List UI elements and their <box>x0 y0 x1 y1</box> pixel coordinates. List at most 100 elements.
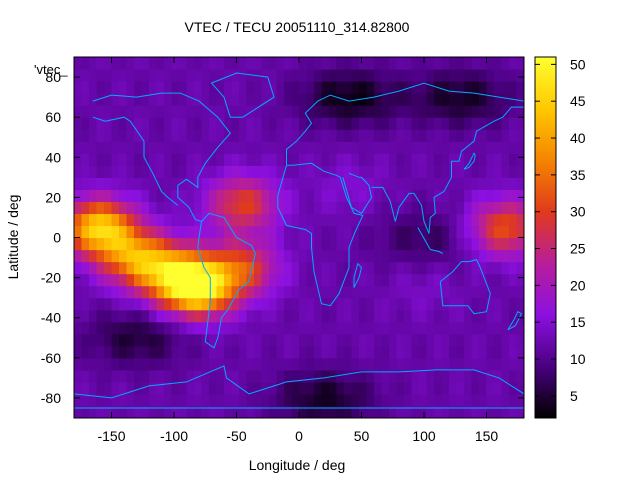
heatmap-cell <box>434 213 443 227</box>
heatmap-cell <box>299 333 308 347</box>
heatmap-cell <box>329 129 338 142</box>
heatmap-cell <box>134 177 143 190</box>
heatmap-cell <box>239 165 248 178</box>
heatmap-cell <box>299 249 308 263</box>
heatmap-cell <box>156 381 165 395</box>
x-axis-ticks: -150 -100 -50 0 50 100 150 <box>97 57 498 444</box>
heatmap-cell <box>426 153 435 166</box>
heatmap-cell <box>246 165 255 178</box>
heatmap-cell <box>509 321 518 335</box>
heatmap-cell <box>374 141 383 154</box>
heatmap-cell <box>156 213 165 227</box>
heatmap-cell <box>81 177 90 190</box>
heatmap-cell <box>374 201 383 215</box>
heatmap-cell <box>389 213 398 227</box>
heatmap-cell <box>366 393 375 407</box>
heatmap-cell <box>464 225 473 239</box>
heatmap-cell <box>164 273 173 287</box>
heatmap-cell <box>74 333 83 347</box>
heatmap-cell <box>396 117 405 130</box>
heatmap-cell <box>231 333 240 347</box>
heatmap-cell <box>456 93 465 106</box>
heatmap-cell <box>299 105 308 118</box>
heatmap-cell <box>291 309 300 323</box>
heatmap-cell <box>464 333 473 347</box>
heatmap-cell <box>141 93 150 106</box>
heatmap-cell <box>456 249 465 263</box>
heatmap-cell <box>374 57 383 70</box>
heatmap-cell <box>74 213 83 227</box>
heatmap-cell <box>254 57 263 70</box>
heatmap-cell <box>306 345 315 359</box>
heatmap-cell <box>411 201 420 215</box>
heatmap-cell <box>494 345 503 359</box>
heatmap-cell <box>276 273 285 287</box>
y-tick-label: -40 <box>41 310 61 326</box>
heatmap-cell <box>269 141 278 154</box>
heatmap-cell <box>464 57 473 70</box>
heatmap-cell <box>171 129 180 142</box>
heatmap-cell <box>306 273 315 287</box>
heatmap-cell <box>254 141 263 154</box>
heatmap-cell <box>411 405 420 418</box>
heatmap-cell <box>89 225 98 239</box>
heatmap-cell <box>224 249 233 263</box>
heatmap-cell <box>501 153 510 166</box>
heatmap-cell <box>344 309 353 323</box>
heatmap-cell <box>411 261 420 275</box>
heatmap-cell <box>171 69 180 82</box>
heatmap-cell <box>201 105 210 118</box>
heatmap-cell <box>389 93 398 106</box>
heatmap-cell <box>366 177 375 190</box>
heatmap-cell <box>381 117 390 130</box>
heatmap-cell <box>254 297 263 311</box>
heatmap-cell <box>389 105 398 118</box>
heatmap-cell <box>411 213 420 227</box>
heatmap-cell <box>366 333 375 347</box>
heatmap-cell <box>276 189 285 202</box>
heatmap-cell <box>329 105 338 118</box>
heatmap-cell <box>231 213 240 227</box>
heatmap-cell <box>449 297 458 311</box>
heatmap-cell <box>164 249 173 263</box>
heatmap-cell <box>434 405 443 418</box>
heatmap-cell <box>381 225 390 239</box>
heatmap-cell <box>269 69 278 82</box>
heatmap-cell <box>96 393 105 407</box>
heatmap-cell <box>464 153 473 166</box>
heatmap-cell <box>156 105 165 118</box>
heatmap-cell <box>96 105 105 118</box>
heatmap-cell <box>261 405 270 418</box>
heatmap-cell <box>186 93 195 106</box>
heatmap-cell <box>359 261 368 275</box>
heatmap-cell <box>261 357 270 371</box>
heatmap-cell <box>164 129 173 142</box>
heatmap-cell <box>426 345 435 359</box>
heatmap-cell <box>209 225 218 239</box>
heatmap-cell <box>389 57 398 70</box>
heatmap-cell <box>209 393 218 407</box>
heatmap-cell <box>336 357 345 371</box>
heatmap-cell <box>261 165 270 178</box>
y-tick-label: 60 <box>45 109 61 125</box>
heatmap-cell <box>284 273 293 287</box>
heatmap-cell <box>246 333 255 347</box>
heatmap-cell <box>111 357 120 371</box>
heatmap-cell <box>164 285 173 299</box>
heatmap-cell <box>329 153 338 166</box>
heatmap-cell <box>111 105 120 118</box>
vtec-heatmap <box>74 57 524 418</box>
heatmap-cell <box>434 393 443 407</box>
heatmap-cell <box>179 141 188 154</box>
heatmap-cell <box>261 57 270 70</box>
heatmap-cell <box>261 213 270 227</box>
heatmap-cell <box>471 393 480 407</box>
heatmap-cell <box>149 201 158 215</box>
heatmap-cell <box>426 141 435 154</box>
heatmap-cell <box>224 405 233 418</box>
heatmap-cell <box>254 249 263 263</box>
heatmap-cell <box>149 249 158 263</box>
heatmap-cell <box>344 261 353 275</box>
heatmap-cell <box>216 213 225 227</box>
heatmap-cell <box>441 261 450 275</box>
